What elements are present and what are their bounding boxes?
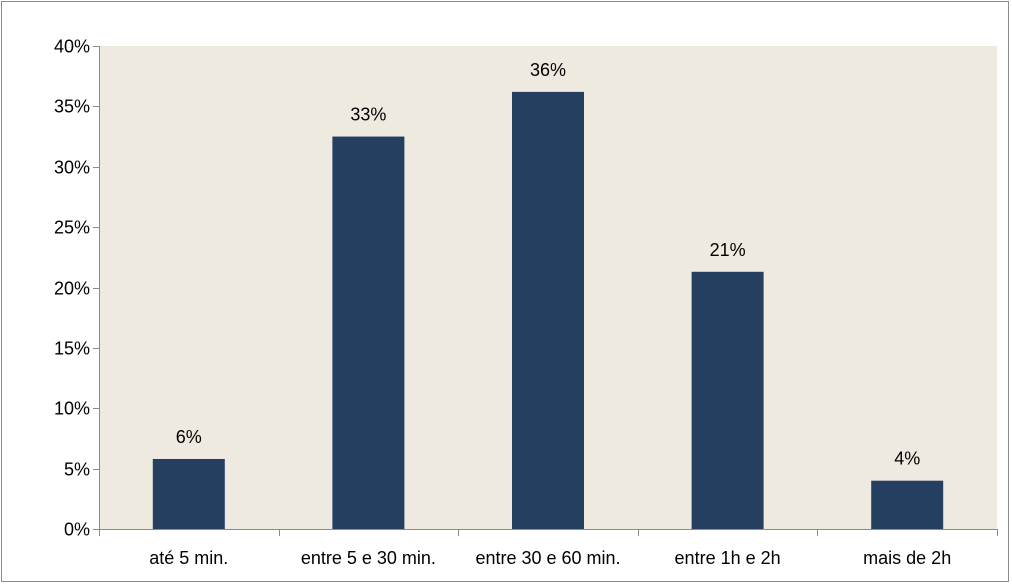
x-axis-ticks: até 5 min. entre 5 e 30 min. entre 30 e 60… xyxy=(99,529,998,568)
x-tick-label: entre 30 e 60 min. xyxy=(475,548,620,568)
x-tick-label: mais de 2h xyxy=(863,548,951,568)
y-axis-ticks: 0% 5% 10% 15% 20% 25% 30% 35% 40% xyxy=(54,37,99,540)
x-tick-label: entre 1h e 2h xyxy=(675,548,781,568)
y-tick-label: 40% xyxy=(54,37,90,57)
bar-data-label: 4% xyxy=(894,449,920,469)
bar xyxy=(152,458,225,529)
y-tick-label: 30% xyxy=(54,158,90,178)
x-tick-label: até 5 min. xyxy=(149,548,228,568)
bar xyxy=(332,136,405,529)
bar-data-label: 36% xyxy=(530,60,566,80)
y-tick-label: 35% xyxy=(54,97,90,117)
bar xyxy=(691,271,764,529)
bar-data-label: 21% xyxy=(710,240,746,260)
bar-data-label: 6% xyxy=(176,427,202,447)
y-tick-label: 20% xyxy=(54,279,90,299)
bars-group xyxy=(152,91,944,529)
bar xyxy=(871,480,944,529)
bar xyxy=(512,91,584,529)
x-tick-label: entre 5 e 30 min. xyxy=(301,548,436,568)
y-tick-label: 15% xyxy=(54,339,90,359)
y-tick-label: 5% xyxy=(64,460,90,480)
bar-data-label: 33% xyxy=(350,105,386,125)
data-labels-group: 6% 33% 36% 21% 4% xyxy=(176,60,920,469)
y-tick-label: 10% xyxy=(54,399,90,419)
y-tick-label: 0% xyxy=(64,520,90,540)
y-tick-label: 25% xyxy=(54,218,90,238)
